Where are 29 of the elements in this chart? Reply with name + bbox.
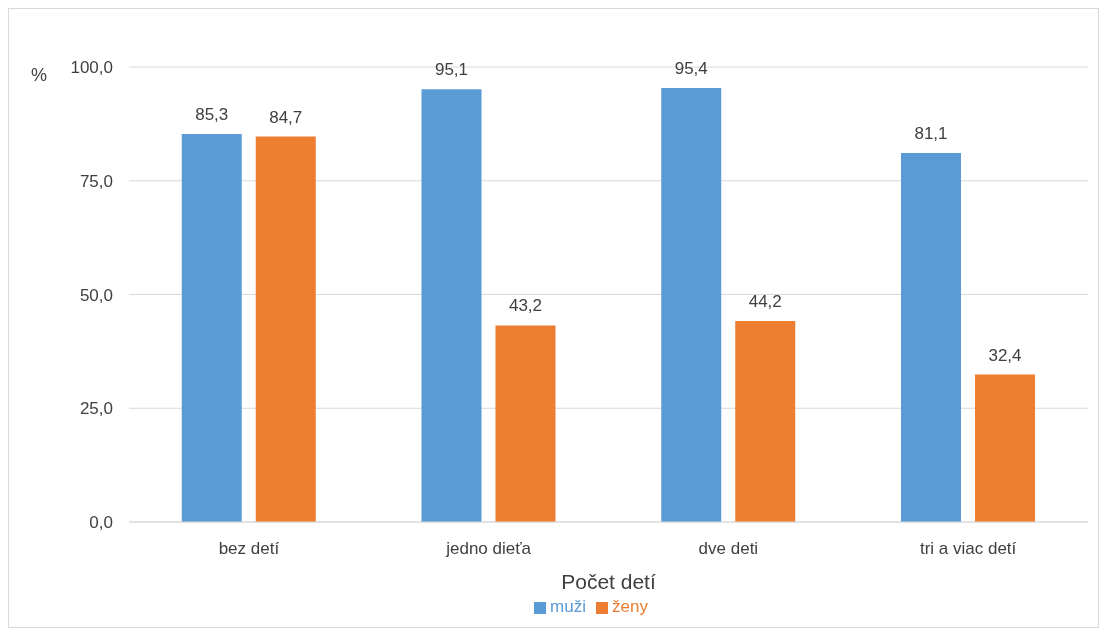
- y-tick-label: 25,0: [79, 399, 113, 419]
- data-label: 81,1: [914, 123, 948, 143]
- y-tick-label: 100,0: [70, 58, 113, 78]
- data-label: 85,3: [195, 104, 229, 124]
- bar: [661, 87, 722, 522]
- bar: [974, 374, 1035, 522]
- x-axis-title: Počet detí: [561, 570, 656, 593]
- y-axis-title: %: [31, 65, 48, 86]
- data-label: 84,7: [269, 107, 303, 127]
- data-label: 32,4: [988, 345, 1022, 365]
- x-tick-label: jedno dieťa: [445, 539, 532, 559]
- legend-label: muži: [550, 597, 586, 616]
- x-tick-label: dve deti: [698, 539, 759, 559]
- data-label: 43,2: [508, 296, 543, 316]
- legend-label: ženy: [611, 597, 648, 616]
- bar: [495, 325, 556, 522]
- bar: [421, 89, 482, 522]
- y-tick-label: 50,0: [79, 285, 113, 305]
- data-label: 95,4: [674, 58, 708, 78]
- x-tick-label: bez detí: [218, 539, 280, 559]
- bar: [901, 153, 961, 522]
- y-tick-label: 0,0: [89, 513, 113, 533]
- x-tick-label: tri a viac detí: [919, 539, 1017, 559]
- bar: [181, 133, 242, 522]
- data-label: 44,2: [748, 291, 782, 311]
- data-label: 95,1: [434, 60, 469, 80]
- bar: [735, 320, 796, 522]
- bar: [255, 136, 316, 522]
- y-tick-label: 75,0: [79, 171, 113, 191]
